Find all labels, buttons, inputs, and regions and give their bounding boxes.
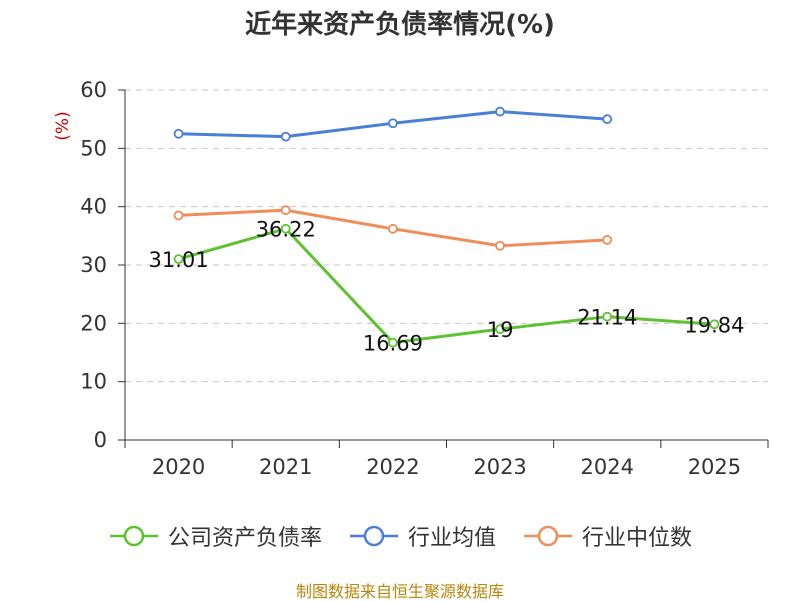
data-label: 21.14 (577, 306, 637, 330)
data-label: 19.84 (684, 313, 744, 337)
grid-lines (125, 89, 768, 383)
data-point (388, 223, 398, 234)
legend-label: 公司资产负债率 (167, 526, 322, 551)
data-point (602, 114, 613, 125)
data-point (173, 128, 184, 139)
data-point (495, 240, 505, 251)
x-tick-label: 2020 (152, 455, 205, 479)
legend-label: 行业中位数 (582, 526, 693, 551)
legend-label: 行业均值 (407, 526, 496, 551)
legend-marker-icon (349, 525, 398, 547)
data-label: 16.69 (363, 332, 423, 356)
data-point (602, 311, 613, 322)
y-tick-label: 0 (94, 428, 107, 452)
y-tick-label: 50 (80, 136, 107, 160)
series-lines (173, 106, 720, 348)
source-note: 制图数据来自恒生聚源数据库 (295, 582, 504, 601)
data-point (280, 131, 291, 142)
data-point (388, 337, 398, 348)
legend-circle (537, 525, 559, 547)
data-labels: 31.01 36.22 16.69 19 21.14 19.84 (149, 218, 745, 356)
data-label: 19 (487, 318, 514, 342)
x-tick-label: 2021 (259, 455, 312, 479)
data-point (602, 235, 613, 245)
legend-item[interactable]: 行业均值 (348, 520, 496, 552)
y-tick-label: 10 (80, 370, 107, 394)
data-point (173, 210, 184, 221)
x-tick-label: 2024 (581, 455, 634, 479)
data-point (173, 254, 184, 265)
y-tick-label: 40 (80, 195, 107, 219)
x-tick-label: 2023 (473, 455, 526, 479)
legend-marker-icon (109, 525, 158, 547)
legend-item[interactable]: 公司资产负债率 (108, 520, 322, 552)
legend-circle (363, 525, 385, 547)
data-point (280, 205, 291, 216)
x-tick-label: 2025 (688, 455, 741, 479)
y-tick-label: 60 (80, 78, 107, 102)
x-tick-label: 2022 (366, 455, 419, 479)
data-label: 36.22 (256, 218, 316, 242)
legend: 公司资产负债率 行业均值 行业中位数 (0, 520, 800, 552)
legend-circle (123, 525, 145, 547)
data-point (280, 223, 291, 234)
legend-item[interactable]: 行业中位数 (522, 520, 692, 552)
axes: 0 10 20 30 40 50 60 (%) 2020 2021 2022 2023 2024 2025 (53, 78, 769, 479)
data-point (495, 324, 505, 335)
data-point (495, 106, 505, 117)
data-point (388, 118, 398, 129)
legend-marker-icon (524, 525, 572, 547)
y-tick-label: 20 (80, 311, 107, 335)
y-axis-label: (%) (53, 111, 73, 140)
data-point (709, 319, 720, 330)
y-tick-label: 30 (80, 253, 107, 277)
data-label: 31.01 (149, 248, 209, 272)
chart-title: 近年来资产负债率情况(%) (245, 10, 555, 40)
series-line (178, 227, 715, 345)
